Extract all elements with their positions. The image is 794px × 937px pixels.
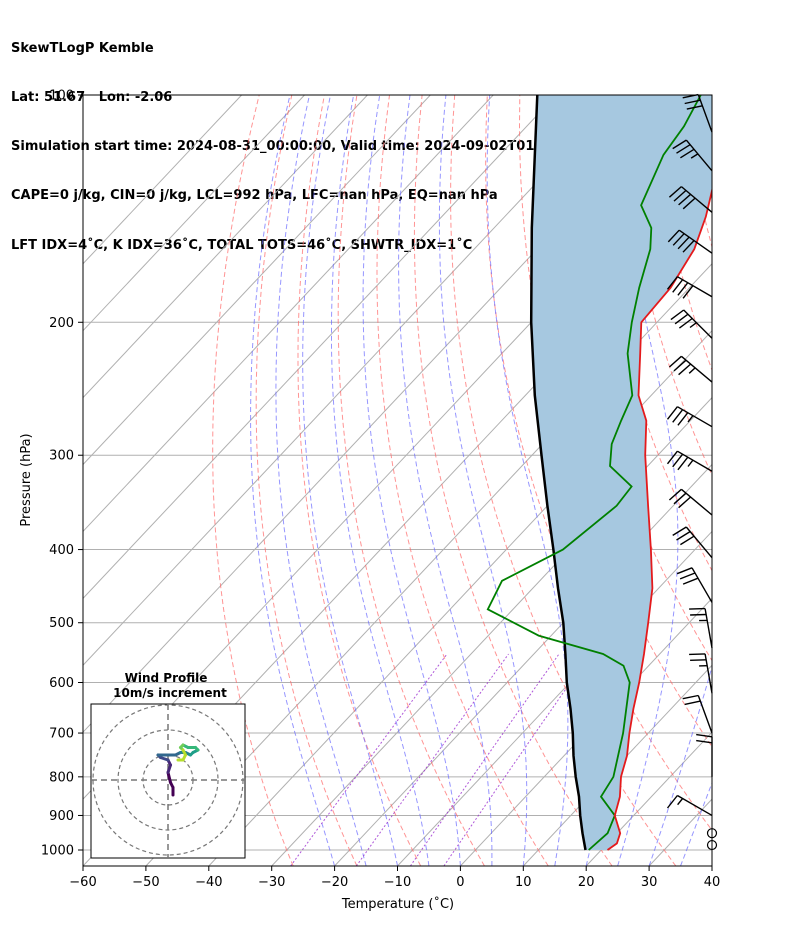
wind-barb: [672, 139, 713, 172]
isotherm-line: [83, 95, 431, 466]
cin-fill-area: [531, 95, 712, 850]
dry-adiabat: [376, 95, 549, 866]
x-tick-label: −30: [258, 875, 285, 890]
x-tick-label: 40: [704, 875, 721, 890]
isotherm-line: [83, 95, 557, 600]
moist-adiabat: [302, 95, 398, 866]
y-tick-label: 1000: [41, 844, 74, 859]
inset-title-line1: Wind Profile: [125, 671, 208, 685]
moist-adiabat: [680, 781, 712, 866]
wind-barb: [668, 488, 713, 516]
wind-barb: [672, 526, 713, 559]
x-axis-label: Temperature (˚C): [341, 896, 454, 912]
x-tick-label: 10: [515, 875, 532, 890]
isotherm-line: [585, 731, 712, 866]
y-tick-label: 100: [49, 89, 74, 104]
area-fill: [531, 95, 712, 850]
isotherm-line: [83, 95, 243, 265]
isotherm-line: [711, 865, 712, 866]
wind-barb: [666, 794, 713, 817]
x-tick-label: 30: [641, 875, 658, 890]
wind-barb: [668, 186, 713, 213]
dewpoint-line: [486, 95, 702, 851]
dry-adiabat: [212, 95, 294, 866]
axes: −60 −50 −40 −30 −20 −10 0 10 20 30 40 100 200 300 400 5…: [41, 89, 720, 891]
hodograph-trace: [166, 771, 172, 784]
x-tick-label: 20: [578, 875, 595, 890]
dry-adiabat: [715, 95, 794, 866]
dry-adiabat: [518, 95, 712, 748]
x-tick-label: −40: [195, 875, 222, 890]
wind-barb: [689, 653, 713, 694]
dry-adiabat: [413, 95, 613, 866]
x-tick-label: −20: [321, 875, 348, 890]
y-tick-label: 200: [49, 316, 74, 331]
dry-adiabat: [748, 95, 794, 866]
dry-adiabat: [255, 95, 358, 866]
mixing-ratio-line: [355, 653, 509, 866]
isotherm-line: [145, 263, 712, 866]
wind-profile-inset: Wind Profile 10m/s increment: [90, 671, 246, 859]
y-tick-label: 800: [49, 770, 74, 785]
isotherm-line: [334, 463, 712, 866]
wind-barb: [706, 828, 718, 839]
y-tick-label: 700: [49, 727, 74, 742]
title-station: SkewTLogP Kemble: [11, 40, 154, 56]
moist-adiabat: [613, 95, 679, 866]
isotherm-line: [83, 95, 368, 399]
y-axis-label: Pressure (hPa): [19, 433, 34, 526]
isotherm-line: [522, 664, 712, 866]
wind-barb: [666, 276, 713, 299]
y-tick-label: 500: [49, 616, 74, 631]
wind-barb: [666, 450, 713, 472]
moist-adiabat: [331, 95, 430, 866]
chart-header: SkewTLogP Kemble Lat: 51.67 Lon: -2.06 S…: [11, 8, 604, 271]
isotherm-line: [83, 95, 305, 332]
wind-barb: [696, 733, 713, 777]
wind-barb: [682, 694, 713, 734]
x-tick-label: −50: [132, 875, 159, 890]
inset-title-line2: 10m/s increment: [113, 686, 227, 700]
parcel-path-line: [529, 95, 587, 851]
wind-barb: [689, 607, 713, 649]
dry-adiabat: [337, 95, 485, 866]
isotherm-line: [775, 95, 794, 866]
mixing-ratio-line: [443, 653, 591, 866]
moist-adiabat: [486, 95, 569, 866]
moist-adiabat: [362, 95, 461, 866]
moist-adiabat: [711, 864, 712, 866]
moist-adiabat: [438, 95, 528, 866]
x-tick-label: 0: [456, 875, 464, 890]
isotherm-line: [83, 95, 494, 533]
x-tick-label: −10: [384, 875, 411, 890]
wind-barb: [666, 406, 713, 428]
wind-barb: [667, 229, 713, 254]
y-tick-label: 400: [49, 543, 74, 558]
profile-curves: [486, 95, 712, 851]
dry-adiabat: [781, 95, 794, 866]
x-tick-label: −60: [69, 875, 96, 890]
temperature-line: [606, 186, 712, 851]
title-index-line: LFT IDX=4˚C, K IDX=36˚C, TOTAL TOTS=46˚C…: [11, 237, 473, 253]
wind-barb: [676, 567, 713, 603]
wind-barbs: [666, 93, 718, 851]
wind-barb: [706, 839, 718, 851]
wind-barb: [668, 355, 713, 383]
dry-adiabat: [297, 95, 422, 866]
wind-barb: [682, 93, 713, 133]
isotherm-line: [397, 530, 712, 866]
moist-adiabat: [648, 95, 712, 866]
y-tick-label: 600: [49, 676, 74, 691]
isotherm-line: [83, 95, 620, 666]
y-tick-label: 900: [49, 809, 74, 824]
title-latlon: Lat: 51.67 Lon: -2.06: [11, 90, 173, 106]
y-tick-label: 300: [49, 449, 74, 464]
moist-adiabat: [398, 95, 493, 866]
mixing-ratio-line: [409, 653, 560, 866]
mixing-ratio-line: [290, 653, 448, 866]
dry-adiabat: [450, 95, 677, 866]
wind-barb: [670, 309, 713, 339]
